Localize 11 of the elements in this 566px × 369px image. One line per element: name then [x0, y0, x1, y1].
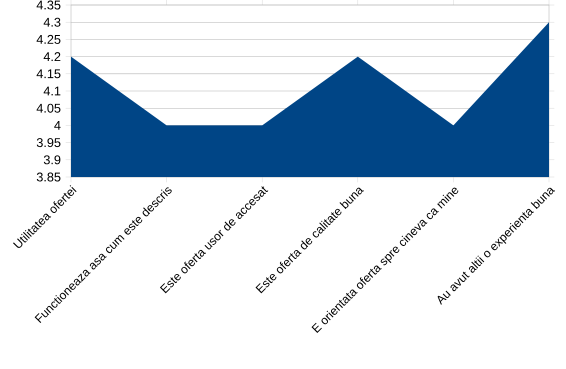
y-tick-label: 4.25	[36, 34, 60, 44]
y-tick-label: 4.35	[36, 0, 60, 10]
y-tick-label: 3.9	[44, 155, 60, 164]
y-tick-label: 3.95	[36, 138, 60, 148]
y-tick-label: 4.3	[44, 18, 60, 27]
y-tick-label: 4.1	[44, 86, 60, 96]
y-tick-label: 4.05	[36, 104, 60, 113]
y-tick-label: 4.2	[44, 52, 60, 62]
y-tick-label: 3.85	[36, 172, 60, 182]
y-tick-label: 4	[54, 121, 61, 130]
y-tick-label: 4.15	[36, 69, 60, 78]
